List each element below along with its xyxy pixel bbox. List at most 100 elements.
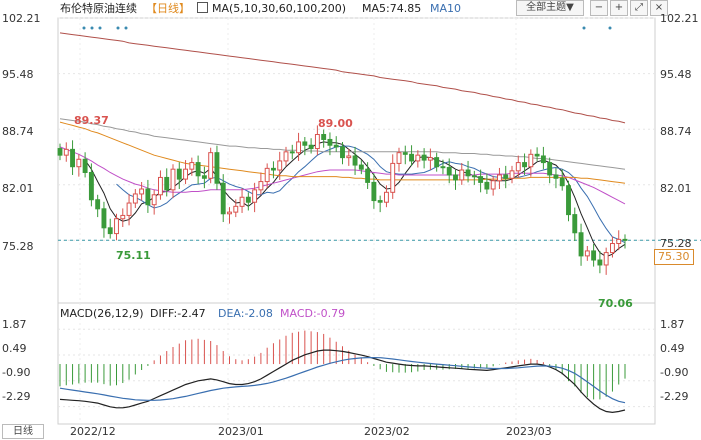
candle-body: [509, 170, 515, 179]
candle-body: [170, 168, 176, 191]
candle-body: [459, 169, 465, 181]
candle-body: [484, 181, 490, 190]
candle-body: [327, 138, 333, 146]
candle-body: [302, 141, 308, 146]
price-tick-left: 102.21: [2, 12, 41, 25]
series-line-diff: [59, 349, 626, 414]
fullscreen-button[interactable]: ⤢: [630, 0, 648, 16]
candle-body: [358, 164, 364, 170]
low-annotation: 70.06: [598, 297, 633, 310]
candle-body: [120, 214, 126, 220]
event-marker: [582, 26, 586, 30]
event-marker: [116, 26, 120, 30]
period-label[interactable]: 【日线】: [146, 2, 190, 15]
zoom-out-button[interactable]: −: [590, 0, 608, 16]
candle-body: [270, 167, 276, 171]
candle-body: [496, 174, 502, 182]
macd-dea-label: DEA:-2.08: [218, 307, 273, 320]
candle-body: [365, 168, 371, 183]
candle-body: [584, 250, 590, 257]
candle-body: [264, 167, 270, 183]
date-tick: 2023/01: [218, 425, 264, 438]
price-tick-right: 75.28: [660, 237, 692, 250]
macd-title: MACD(26,12,9): [60, 307, 144, 320]
period-select-button[interactable]: 日线: [2, 424, 44, 439]
low-annotation: 75.11: [116, 249, 151, 262]
candle-body: [340, 146, 345, 159]
candle-body: [139, 188, 145, 195]
candle-body: [289, 151, 295, 154]
macd-tick-left: -2.29: [2, 390, 31, 403]
candle-body: [233, 205, 239, 213]
candle-body: [283, 151, 289, 162]
candle-body: [308, 144, 314, 150]
candle-body: [258, 181, 264, 191]
candle-body: [603, 252, 609, 266]
macd-tick-right: -2.29: [660, 390, 689, 403]
plot-frame: [57, 17, 656, 425]
event-marker: [608, 26, 612, 30]
candle-body: [277, 160, 283, 171]
candle-body: [609, 243, 615, 254]
high-annotation: 89.00: [318, 117, 353, 130]
high-annotation: 89.37: [74, 114, 109, 127]
candle-body: [157, 176, 163, 196]
candle-body: [76, 158, 82, 168]
macd-tick-right: -0.90: [660, 366, 689, 379]
price-tick-left: 88.74: [2, 125, 34, 138]
candle-body: [415, 154, 421, 162]
series-line-ma60: [59, 121, 626, 184]
candle-body: [591, 250, 597, 261]
candle-body: [57, 148, 63, 156]
candle-body: [245, 196, 251, 203]
ma10-label: MA10: [430, 2, 462, 15]
candle-body: [107, 227, 113, 235]
zoom-in-button[interactable]: +: [610, 0, 628, 16]
candle-body: [88, 171, 94, 201]
date-tick: 2023/02: [364, 425, 410, 438]
candle-body: [515, 162, 521, 172]
candle-body: [63, 148, 69, 156]
candle-body: [572, 214, 578, 234]
candle-body: [528, 153, 534, 168]
price-tick-right: 102.21: [660, 12, 699, 25]
candle-body: [597, 259, 603, 266]
candle-body: [214, 152, 220, 184]
candle-body: [453, 174, 458, 181]
ma-settings-icon[interactable]: [197, 2, 208, 13]
candle-body: [132, 193, 138, 204]
candle-body: [126, 202, 132, 216]
candle-body: [396, 152, 402, 164]
candle-body: [578, 232, 584, 257]
candle-body: [547, 162, 553, 176]
theme-dropdown-button[interactable]: 全部主题▼: [516, 0, 584, 16]
macd-diff-label: DIFF:-2.47: [150, 307, 206, 320]
event-marker: [90, 26, 94, 30]
candle-body: [82, 158, 88, 173]
candle-body: [622, 238, 628, 241]
candle-body: [145, 188, 151, 206]
candle-body: [540, 155, 546, 164]
candle-body: [321, 134, 327, 140]
candle-body: [333, 144, 339, 148]
candle-body: [208, 152, 214, 179]
candle-body: [70, 148, 76, 168]
candle-body: [220, 182, 226, 215]
candle-body: [522, 162, 528, 168]
candle-body: [490, 180, 496, 190]
candle-body: [440, 166, 446, 169]
price-tick-left: 75.28: [2, 240, 34, 253]
price-tick-right: 95.48: [660, 68, 692, 81]
date-tick: 2023/03: [506, 425, 552, 438]
instrument-title: 布伦特原油连续: [60, 2, 137, 15]
candle-body: [465, 169, 471, 177]
ma-params-label: MA(5,10,30,60,100,200): [212, 2, 347, 15]
candle-body: [390, 162, 396, 193]
series-line-ma200: [59, 32, 626, 124]
close-button[interactable]: ×: [650, 0, 668, 16]
candle-body: [371, 181, 377, 202]
candle-body: [176, 168, 182, 180]
event-marker: [124, 26, 128, 30]
